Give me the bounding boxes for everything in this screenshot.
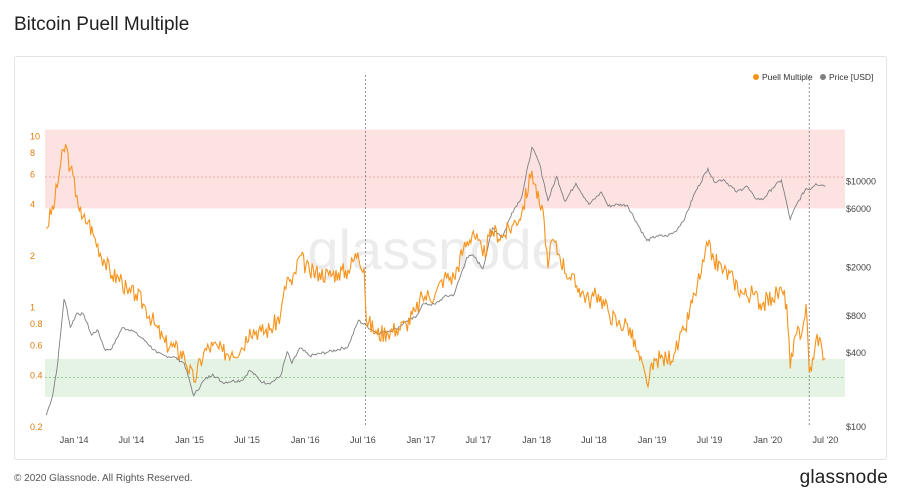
left-axis: 10 8 6 4 2 1 0.8 0.6 0.4 0.2 — [30, 132, 43, 432]
page-title: Bitcoin Puell Multiple — [14, 14, 190, 35]
series-layer — [45, 144, 826, 416]
left-tick-label: 8 — [30, 148, 35, 158]
left-tick-label: 0.6 — [30, 340, 43, 350]
legend[interactable]: Puell Multiple Price [USD] — [753, 72, 873, 82]
x-tick-label: Jan '18 — [522, 435, 551, 445]
right-tick-label: $400 — [846, 348, 866, 358]
left-tick-label: 4 — [30, 200, 35, 210]
left-tick-label: 2 — [30, 251, 35, 261]
series-line-puell-multiple — [46, 144, 826, 389]
left-tick-label: 0.2 — [30, 422, 43, 432]
right-tick-label: $10000 — [846, 177, 876, 187]
x-tick-label: Jan '16 — [291, 435, 320, 445]
left-tick-label: 0.4 — [30, 371, 43, 381]
x-tick-label: Jan '20 — [753, 435, 782, 445]
x-axis: Jan '14 Jul '14 Jan '15 Jul '15 Jan '16 Jul '… — [60, 435, 838, 445]
footer-copyright: © 2020 Glassnode. All Rights Reserved. — [14, 473, 193, 484]
left-tick-label: 10 — [30, 132, 40, 142]
bands-layer — [45, 129, 845, 397]
x-tick-label: Jan '17 — [407, 435, 436, 445]
right-tick-label: $6000 — [846, 204, 871, 214]
right-tick-label: $2000 — [846, 262, 871, 272]
left-tick-label: 6 — [30, 169, 35, 179]
x-tick-label: Jul '19 — [697, 435, 723, 445]
x-tick-label: Jul '20 — [813, 435, 839, 445]
x-tick-label: Jul '16 — [350, 435, 376, 445]
series-line-price — [45, 146, 826, 416]
right-axis: $10000 $6000 $2000 $800 $400 $100 — [846, 177, 876, 432]
chart-card: glassnode 10 8 6 4 2 1 0.8 0.6 0.4 0.2 $10000 $600… — [14, 56, 887, 460]
legend-swatch-0 — [753, 74, 759, 80]
legend-label-0: Puell Multiple — [762, 72, 813, 82]
x-tick-label: Jul '14 — [119, 435, 145, 445]
right-tick-label: $800 — [846, 311, 866, 321]
x-tick-label: Jan '14 — [60, 435, 89, 445]
x-tick-label: Jan '15 — [175, 435, 204, 445]
legend-label-1: Price [USD] — [829, 72, 873, 82]
x-tick-label: Jul '17 — [466, 435, 492, 445]
band-1 — [45, 358, 845, 397]
right-tick-label: $100 — [846, 422, 866, 432]
band-0 — [45, 129, 845, 209]
x-tick-label: Jul '18 — [581, 435, 607, 445]
brand-logo[interactable]: glassnode — [799, 467, 888, 488]
x-tick-label: Jan '19 — [638, 435, 667, 445]
left-tick-label: 1 — [30, 303, 35, 313]
x-tick-label: Jul '15 — [234, 435, 260, 445]
legend-swatch-1 — [820, 74, 826, 80]
left-tick-label: 0.8 — [30, 319, 43, 329]
